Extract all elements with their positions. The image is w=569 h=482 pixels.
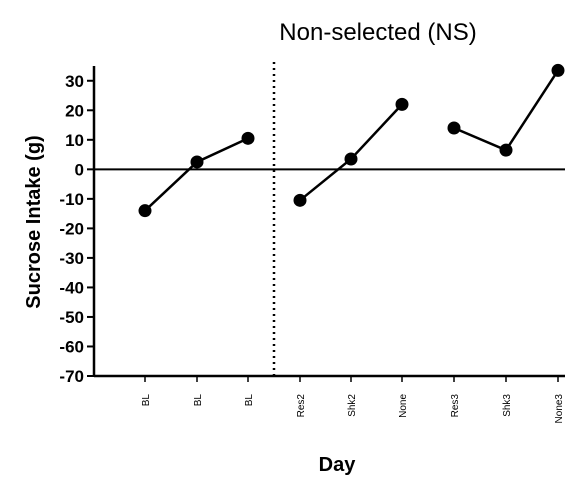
y-tick-label: -20 [59,219,84,238]
y-tick-label: -70 [59,367,84,386]
plot-area: 30 20 10 0 -10 -20 -30 -40 -50 -60 -70 BL BL BL Res2 Sh… [59,62,565,423]
x-tick-label: Shk3 [502,394,513,417]
y-tick-label: 0 [75,160,84,179]
data-point [395,97,409,111]
y-tick-label: -40 [59,278,84,297]
data-point [190,155,204,169]
y-axis-label: Sucrose Intake (g) [23,135,45,308]
x-tick-label: None [398,394,409,418]
x-tick-label: Shk2 [347,394,358,417]
x-tick-label: None3 [554,394,565,424]
data-point [551,63,565,77]
y-tick-label: -30 [59,249,84,268]
x-tick-label: BL [141,394,152,407]
x-tick-label: BL [244,394,255,407]
series-line-segment [299,103,403,202]
x-tick-label: BL [193,394,204,407]
series-line-segment [453,69,560,152]
y-tick-label: 30 [65,72,84,91]
data-point [447,121,461,135]
data-point [241,131,255,145]
y-tick-label: -60 [59,337,84,356]
series-line-segment [144,137,249,212]
y-tick-label: -50 [59,308,84,327]
y-tick-label: 10 [65,131,84,150]
chart-title: Non-selected (NS) [279,19,476,46]
data-point [293,193,307,207]
y-tick-label: -10 [59,190,84,209]
data-point [499,143,513,157]
y-tick-label: 20 [65,101,84,120]
x-tick-label: Res2 [296,394,307,418]
x-tick-label: Res3 [450,394,461,418]
x-axis-label: Day [319,454,357,476]
data-point [138,204,152,218]
data-point [344,152,358,166]
